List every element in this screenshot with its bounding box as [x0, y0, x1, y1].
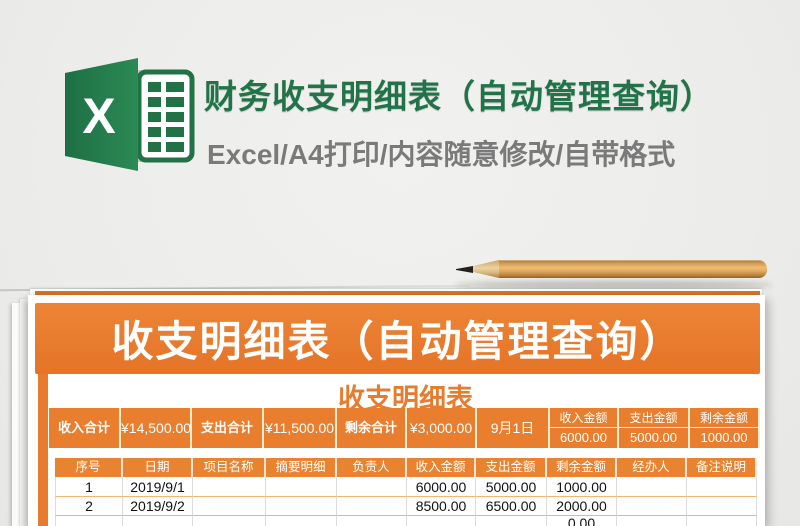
table-cell: [687, 497, 757, 516]
column-header: 摘要明细: [266, 458, 337, 477]
table-cell: [407, 516, 476, 526]
table-cell: [266, 477, 337, 497]
table-cell: [193, 516, 266, 526]
table-cell: 1000.00: [547, 477, 617, 497]
summary-label: 支出合计: [192, 408, 264, 448]
detail-body: 1 2019/9/1 6000.00 5000.00 1000.00 2 2019/9/2 8…: [55, 477, 757, 526]
detail-header-row: 序号 日期 项目名称 摘要明细 负责人 收入金额 支出金额 剩余金额 经办人 备注说明: [55, 458, 757, 477]
table-cell: [476, 516, 547, 526]
table-row: 0.00: [55, 516, 757, 526]
table-cell: [337, 516, 407, 526]
summary-value: ¥14,500.00: [121, 408, 192, 448]
column-header: 项目名称: [193, 458, 266, 477]
sheet-left-frame: [38, 374, 48, 526]
table-cell: 5000.00: [476, 477, 547, 497]
table-cell: 2: [55, 497, 123, 516]
pencil-shadow: [455, 281, 773, 289]
column-header: 负责人: [337, 458, 407, 477]
column-header: 备注说明: [687, 458, 757, 477]
table-cell: [266, 516, 337, 526]
table-cell: 2000.00: [547, 497, 617, 516]
table-cell: [55, 516, 123, 526]
table-row: 2 2019/9/2 8500.00 6500.00 2000.00: [55, 497, 757, 516]
svg-text:X: X: [82, 88, 115, 144]
mini-value: 5000.00: [619, 428, 690, 448]
summary-value: ¥11,500.00: [264, 408, 337, 448]
table-cell: [266, 497, 337, 516]
pencil-wood-tip: [471, 260, 499, 278]
table-cell: 2019/9/1: [123, 477, 193, 497]
column-header: 剩余金额: [547, 458, 617, 477]
paper-stack-edge: [12, 303, 21, 526]
table-cell: [617, 497, 687, 516]
sheet-banner: 收支明细表（自动管理查询）: [35, 303, 760, 374]
table-cell: 1: [55, 477, 123, 497]
table-cell: [123, 516, 193, 526]
table-cell: [617, 516, 687, 526]
product-title: 财务收支明细表（自动管理查询）: [204, 78, 714, 115]
summary-label: 收入合计: [49, 408, 121, 448]
table-cell: [687, 516, 757, 526]
pencil-image: [497, 260, 767, 278]
table-cell: [193, 497, 266, 516]
column-header: 收入金额: [407, 458, 476, 477]
mini-header: 收入金额: [550, 408, 619, 428]
summary-label: 剩余合计: [337, 408, 407, 448]
table-row: 1 2019/9/1 6000.00 5000.00 1000.00: [55, 477, 757, 497]
column-header: 日期: [123, 458, 193, 477]
table-cell: [337, 477, 407, 497]
table-cell: 6000.00: [407, 477, 476, 497]
mini-value: 6000.00: [550, 428, 619, 448]
column-header: 经办人: [617, 458, 687, 477]
paper-behind: [30, 289, 762, 299]
table-cell: 8500.00: [407, 497, 476, 516]
table-cell: 2019/9/2: [123, 497, 193, 516]
summary-value: ¥3,000.00: [407, 408, 477, 448]
product-subtitle: Excel/A4打印/内容随意修改/自带格式: [207, 139, 676, 170]
table-cell: 6500.00: [476, 497, 547, 516]
mini-value: 1000.00: [690, 428, 760, 448]
summary-mini-table: 收入金额 支出金额 剩余金额 6000.00 5000.00 1000.00: [550, 408, 760, 448]
mini-header: 支出金额: [619, 408, 690, 428]
excel-logo-icon: X: [65, 58, 195, 171]
table-cell: [687, 477, 757, 497]
table-cell: [617, 477, 687, 497]
pencil-graphite-tip: [456, 266, 473, 273]
summary-date: 9月1日: [477, 408, 550, 448]
sheet-banner-title: 收支明细表（自动管理查询）: [111, 318, 684, 365]
mini-header: 剩余金额: [690, 408, 760, 428]
summary-row: 收入合计 ¥14,500.00 支出合计 ¥11,500.00 剩余合计 ¥3,…: [49, 408, 550, 448]
column-header: 支出金额: [476, 458, 547, 477]
table-cell: 0.00: [547, 516, 617, 526]
column-header: 序号: [55, 458, 123, 477]
paper-stack-edge: [20, 299, 30, 526]
table-cell: [193, 477, 266, 497]
table-cell: [337, 497, 407, 516]
